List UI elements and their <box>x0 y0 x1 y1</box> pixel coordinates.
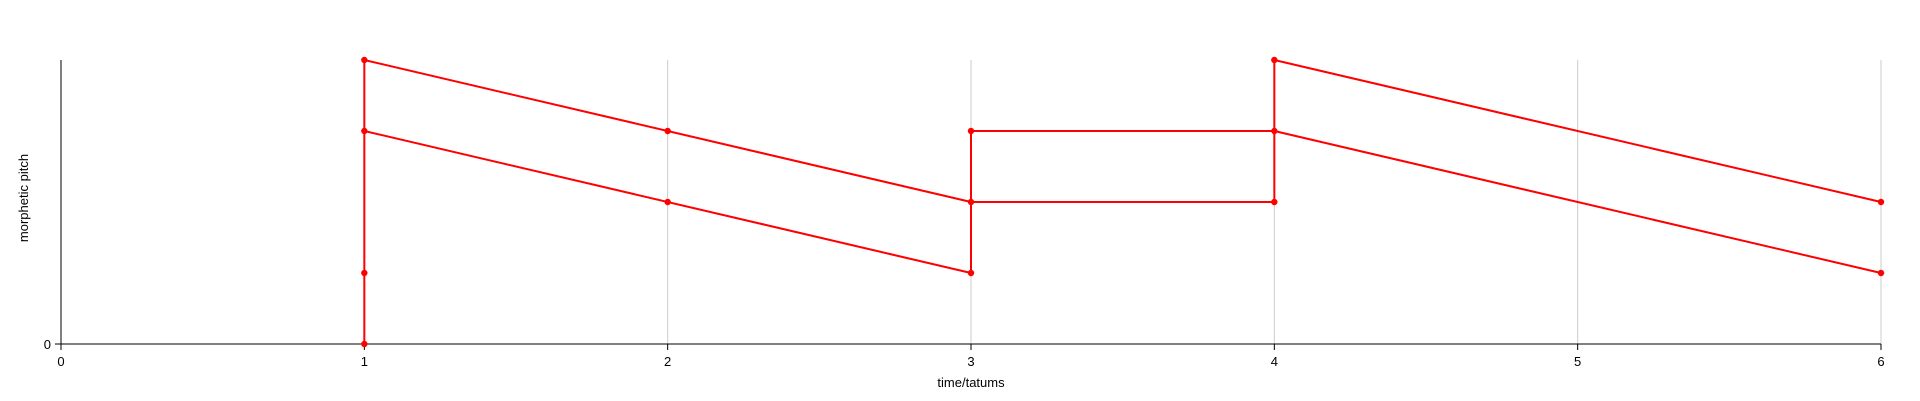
data-point <box>1271 198 1278 206</box>
x-tick-label: 0 <box>57 354 64 369</box>
x-tick-label: 1 <box>361 354 368 369</box>
x-tick-label: 2 <box>664 354 671 369</box>
x-tick-label: 6 <box>1877 354 1884 369</box>
x-axis-label: time/tatums <box>937 375 1005 390</box>
series-points <box>361 56 1885 348</box>
data-point <box>967 269 975 277</box>
data-point <box>361 56 368 64</box>
data-point <box>361 127 368 135</box>
series-segment <box>1274 59 1882 203</box>
data-point <box>664 127 671 135</box>
data-point <box>361 269 368 277</box>
data-point <box>1271 56 1278 64</box>
data-point <box>361 340 368 348</box>
data-point <box>1877 269 1885 277</box>
data-point <box>1877 198 1885 206</box>
data-point <box>967 198 975 206</box>
series-segment <box>1274 130 1882 274</box>
axes <box>55 60 1882 350</box>
y-axis-label: morphetic pitch <box>16 154 31 242</box>
x-tick-label: 5 <box>1574 354 1581 369</box>
x-tick-label: 3 <box>967 354 974 369</box>
series-segments <box>363 59 1882 344</box>
data-point <box>967 127 975 135</box>
data-point <box>1271 127 1278 135</box>
y-tick-label: 0 <box>44 337 51 352</box>
x-tick-label: 4 <box>1271 354 1278 369</box>
data-point <box>664 198 671 206</box>
tick-labels: 0 1 2 3 4 5 6 0 <box>44 337 1885 369</box>
